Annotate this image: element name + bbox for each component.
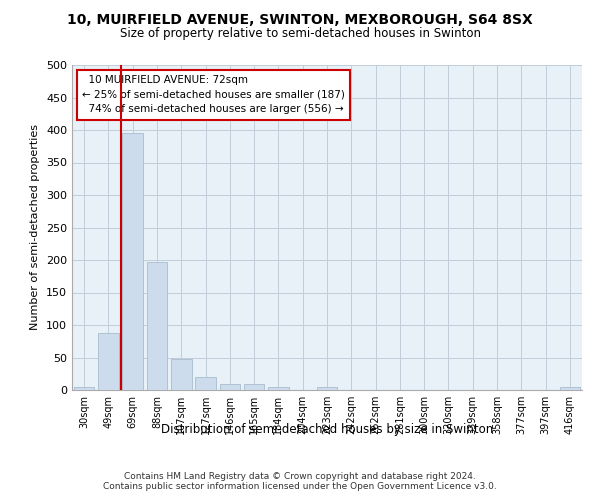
Text: 10, MUIRFIELD AVENUE, SWINTON, MEXBOROUGH, S64 8SX: 10, MUIRFIELD AVENUE, SWINTON, MEXBOROUG… [67, 12, 533, 26]
Bar [171, 359, 191, 390]
Text: Contains HM Land Registry data © Crown copyright and database right 2024.: Contains HM Land Registry data © Crown c… [124, 472, 476, 481]
Bar [244, 384, 265, 390]
Bar [560, 387, 580, 390]
Text: Size of property relative to semi-detached houses in Swinton: Size of property relative to semi-detach… [119, 28, 481, 40]
Text: 10 MUIRFIELD AVENUE: 72sqm
← 25% of semi-detached houses are smaller (187)
  74%: 10 MUIRFIELD AVENUE: 72sqm ← 25% of semi… [82, 74, 345, 114]
Bar [146, 262, 167, 390]
Text: Distribution of semi-detached houses by size in Swinton: Distribution of semi-detached houses by … [161, 422, 493, 436]
Bar [220, 384, 240, 390]
Bar [122, 133, 143, 390]
Bar [195, 377, 216, 390]
Y-axis label: Number of semi-detached properties: Number of semi-detached properties [31, 124, 40, 330]
Bar [268, 387, 289, 390]
Text: Contains public sector information licensed under the Open Government Licence v3: Contains public sector information licen… [103, 482, 497, 491]
Bar [74, 387, 94, 390]
Bar [317, 387, 337, 390]
Bar [98, 334, 119, 390]
